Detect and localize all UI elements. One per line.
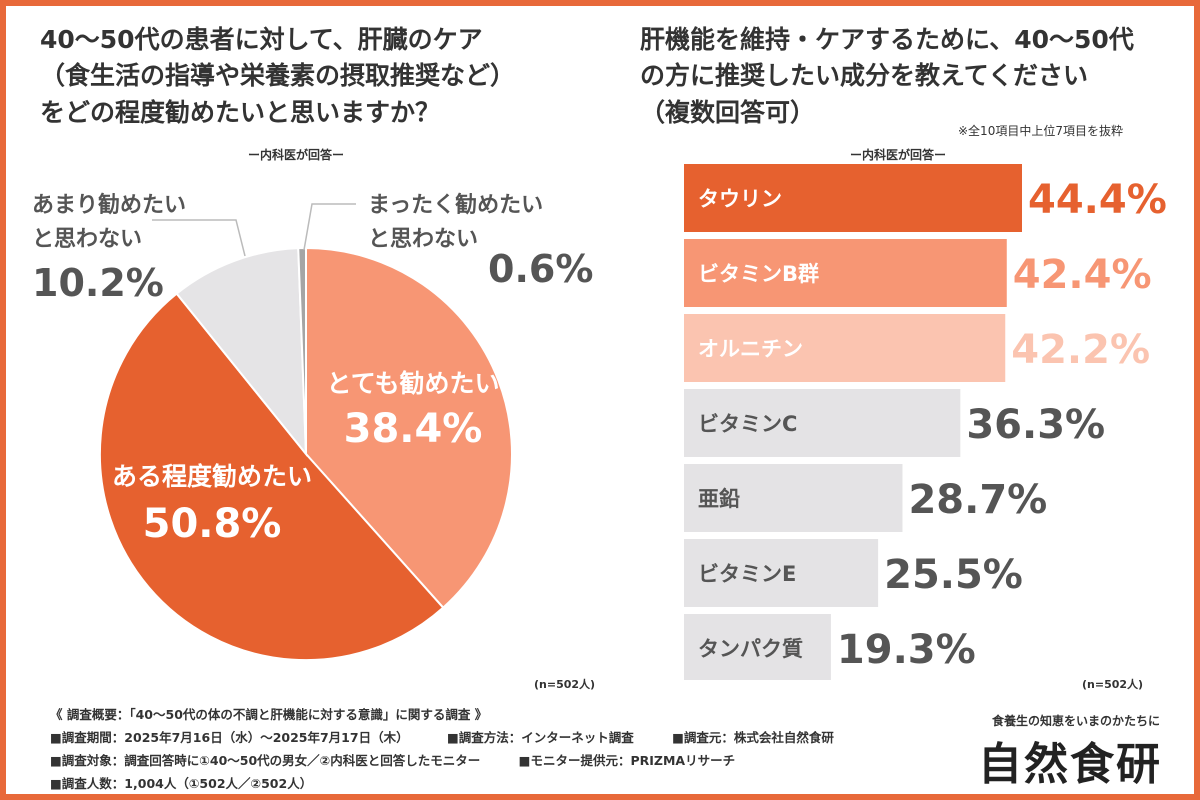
bar-n-label: (n=502人)	[1082, 678, 1144, 691]
bar-title-line-2: の方に推奨したい成分を教えてください	[640, 61, 1089, 91]
bar-subtitle: ー内科医が回答ー	[850, 148, 947, 162]
survey-method: ■調査方法：インターネット調査	[446, 730, 634, 745]
bar-category-label-2: オルニチン	[698, 337, 803, 361]
pie-slice-label-0: とても勧めたい	[326, 369, 499, 398]
bar-4	[684, 464, 903, 532]
bar-category-label-6: タンパク質	[698, 637, 803, 661]
bar-3	[684, 389, 961, 457]
survey-target: ■調査対象：調査回答時に①40〜50代の男女／②内科医と回答したモニター	[50, 753, 481, 768]
brand-logo: 自然食研	[978, 739, 1162, 790]
bar-value-label-1: 42.4%	[1013, 252, 1152, 298]
pie-slice-label-1: ある程度勧めたい	[112, 462, 312, 491]
pie-outer-value-3: 0.6%	[488, 247, 593, 291]
pie-leader-line-2	[152, 219, 246, 257]
footer-line-1: 《 調査概要：「40〜50代の体の不調と肝機能に対する意識」に関する調査 》	[50, 703, 834, 726]
bar-chart: タウリン 44.4% ビタミンB群 42.4% オルニチン 42.2% ビタミンC 36.3%…	[684, 164, 1167, 680]
bar-category-label-0: タウリン	[698, 187, 782, 211]
bar-category-label-3: ビタミンC	[698, 412, 797, 436]
brand-tagline: 食養生の知恵をいまのかたちに	[991, 714, 1160, 728]
pie-outer-label-3-0: まったく勧めたい	[368, 192, 543, 218]
bar-value-label-6: 19.3%	[837, 627, 976, 673]
pie-chart: とても勧めたい38.4%ある程度勧めたい50.8%あまり勧めたいと思わない10.…	[32, 192, 593, 662]
bar-value-label-0: 44.4%	[1028, 177, 1167, 223]
footer-line-3: ■調査対象：調査回答時に①40〜50代の男女／②内科医と回答したモニター ■モニ…	[50, 749, 834, 772]
pie-subtitle: ー内科医が回答ー	[248, 148, 345, 162]
bar-5	[684, 539, 879, 607]
bar-6	[684, 614, 831, 680]
bar-title-line-1: 肝機能を維持・ケアするために、40〜50代	[640, 25, 1134, 54]
pie-slice-3	[297, 246, 307, 455]
pie-slice-1	[98, 292, 445, 662]
survey-count: ■調査人数：1,004人（①502人／②502人）	[50, 776, 313, 791]
pie-outer-label-2-0: あまり勧めたい	[32, 192, 186, 218]
pie-slice-2	[175, 247, 308, 457]
survey-period: ■調査期間：2025年7月16日（水）〜2025年7月17日（木）	[50, 730, 409, 745]
pie-outer-label-3-1: と思わない	[368, 227, 478, 252]
bar-value-label-2: 42.2%	[1011, 327, 1150, 373]
pie-outer-label-2-1: と思わない	[32, 227, 142, 252]
pie-leader-line-3	[303, 203, 356, 251]
bar-1	[684, 239, 1007, 307]
pie-title-line-3: をどの程度勧めたいと思いますか？	[40, 97, 441, 127]
pie-outer-value-2: 10.2%	[32, 261, 164, 305]
pie-chart-title: 40〜50代の患者に対して、肝臓のケア （食生活の指導や栄養素の摂取推奨など） …	[40, 22, 600, 131]
pie-title-line-2: （食生活の指導や栄養素の摂取推奨など）	[40, 61, 516, 91]
pie-n-label: (n=502人)	[534, 678, 596, 691]
bar-value-label-5: 25.5%	[884, 552, 1023, 598]
survey-source: ■調査元：株式会社自然食研	[672, 730, 834, 745]
bar-value-label-3: 36.3%	[966, 402, 1105, 448]
survey-title-text: 《 調査概要：「40〜50代の体の不調と肝機能に対する意識」に関する調査 》	[50, 707, 488, 722]
bar-title-line-3: （複数回答可）	[640, 97, 816, 127]
bar-chart-note: ※全10項目中上位7項目を抜粋	[958, 124, 1123, 138]
pie-slice-value-0: 38.4%	[344, 406, 483, 452]
survey-monitor-provider: ■モニター提供元：PRIZMAリサーチ	[518, 753, 736, 768]
bar-category-label-1: ビタミンB群	[698, 262, 819, 286]
footer-line-4: ■調査人数：1,004人（①502人／②502人）	[50, 772, 834, 795]
bar-value-label-4: 28.7%	[908, 477, 1047, 523]
survey-overview: 《 調査概要：「40〜50代の体の不調と肝機能に対する意識」に関する調査 》 ■…	[50, 703, 834, 795]
footer-line-2: ■調査期間：2025年7月16日（水）〜2025年7月17日（木） ■調査方法：…	[50, 726, 834, 749]
pie-title-line-1: 40〜50代の患者に対して、肝臓のケア	[40, 25, 483, 54]
bar-0	[684, 164, 1022, 232]
pie-slice-value-1: 50.8%	[143, 501, 282, 547]
bar-chart-title: 肝機能を維持・ケアするために、40〜50代 の方に推奨したい成分を教えてください…	[640, 22, 1180, 131]
pie-slice-0	[305, 246, 513, 610]
bar-category-label-4: 亜鉛	[698, 487, 740, 511]
bar-category-label-5: ビタミンE	[698, 562, 796, 586]
bar-2	[684, 314, 1006, 382]
